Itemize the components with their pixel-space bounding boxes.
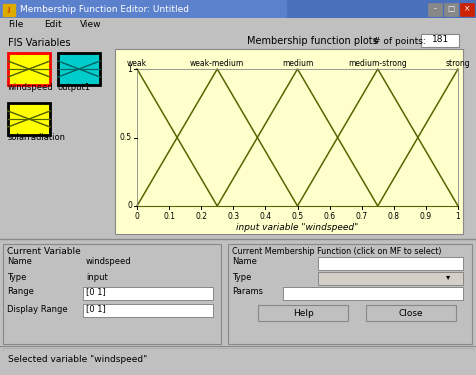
Bar [115,49,463,234]
Text: windspeed: windspeed [86,258,132,267]
Text: 0.4: 0.4 [259,212,271,221]
Text: input: input [86,273,108,282]
Text: output1: output1 [58,84,91,93]
Text: FIS Variables: FIS Variables [8,38,70,48]
Text: [0 1]: [0 1] [86,288,106,297]
Text: 0.9: 0.9 [420,212,432,221]
Text: Type: Type [7,273,26,282]
Bar [421,34,459,47]
Bar [318,257,463,270]
Text: Name: Name [232,258,257,267]
Text: Params: Params [232,288,263,297]
Text: Selected variable "windspeed": Selected variable "windspeed" [8,356,147,364]
Text: 0: 0 [135,212,139,221]
Bar [8,103,50,135]
Bar [366,305,456,321]
Text: Type: Type [232,273,251,282]
Text: 0.6: 0.6 [324,212,336,221]
Bar [444,3,458,16]
Text: medium-strong: medium-strong [348,58,407,68]
Text: 1: 1 [127,64,132,74]
Text: -: - [434,4,436,13]
Text: 0.2: 0.2 [195,212,207,221]
Text: 0.3: 0.3 [227,212,239,221]
Text: # of points:: # of points: [373,36,425,45]
Text: weak: weak [127,58,147,68]
Bar [8,53,50,85]
Text: View: View [80,20,101,29]
Text: medium: medium [282,58,313,68]
Bar [258,305,348,321]
Bar [428,3,442,16]
Bar [83,287,213,300]
Text: 0: 0 [127,201,132,210]
Text: Range: Range [7,288,34,297]
Bar [58,53,100,85]
Text: 0.8: 0.8 [388,212,400,221]
Text: Current Variable: Current Variable [7,248,81,256]
Text: ▾: ▾ [446,273,450,282]
Bar [460,3,474,16]
Text: 0.1: 0.1 [163,212,175,221]
Text: File: File [8,20,23,29]
Bar [283,287,463,300]
Bar [318,272,463,285]
Text: Name: Name [7,258,32,267]
Text: Membership Function Editor: Untitled: Membership Function Editor: Untitled [20,4,189,13]
Text: [0 1]: [0 1] [86,304,106,313]
Bar [3,4,15,16]
Text: 0.5: 0.5 [291,212,304,221]
Bar [228,244,472,344]
Text: 0.5: 0.5 [120,133,132,142]
Bar [3,348,473,373]
Bar [3,244,221,344]
Text: □: □ [447,4,455,13]
Bar [0,0,286,18]
Text: input variable "windspeed": input variable "windspeed" [237,224,358,232]
Text: 181: 181 [432,36,449,45]
Text: Close: Close [399,309,423,318]
Bar [83,304,213,317]
Text: Membership function plots: Membership function plots [247,36,378,46]
Text: weak-medium: weak-medium [190,58,244,68]
Text: Display Range: Display Range [7,304,68,313]
Text: Help: Help [293,309,313,318]
Text: ×: × [464,4,470,13]
Text: 1: 1 [456,212,460,221]
Text: Edit: Edit [44,20,61,29]
Text: 0.7: 0.7 [356,212,368,221]
Text: windspeed: windspeed [8,84,54,93]
Text: strong: strong [446,58,470,68]
Text: Current Membership Function (click on MF to select): Current Membership Function (click on MF… [232,248,442,256]
Text: solarradiation: solarradiation [8,134,66,142]
Text: J: J [8,7,10,13]
